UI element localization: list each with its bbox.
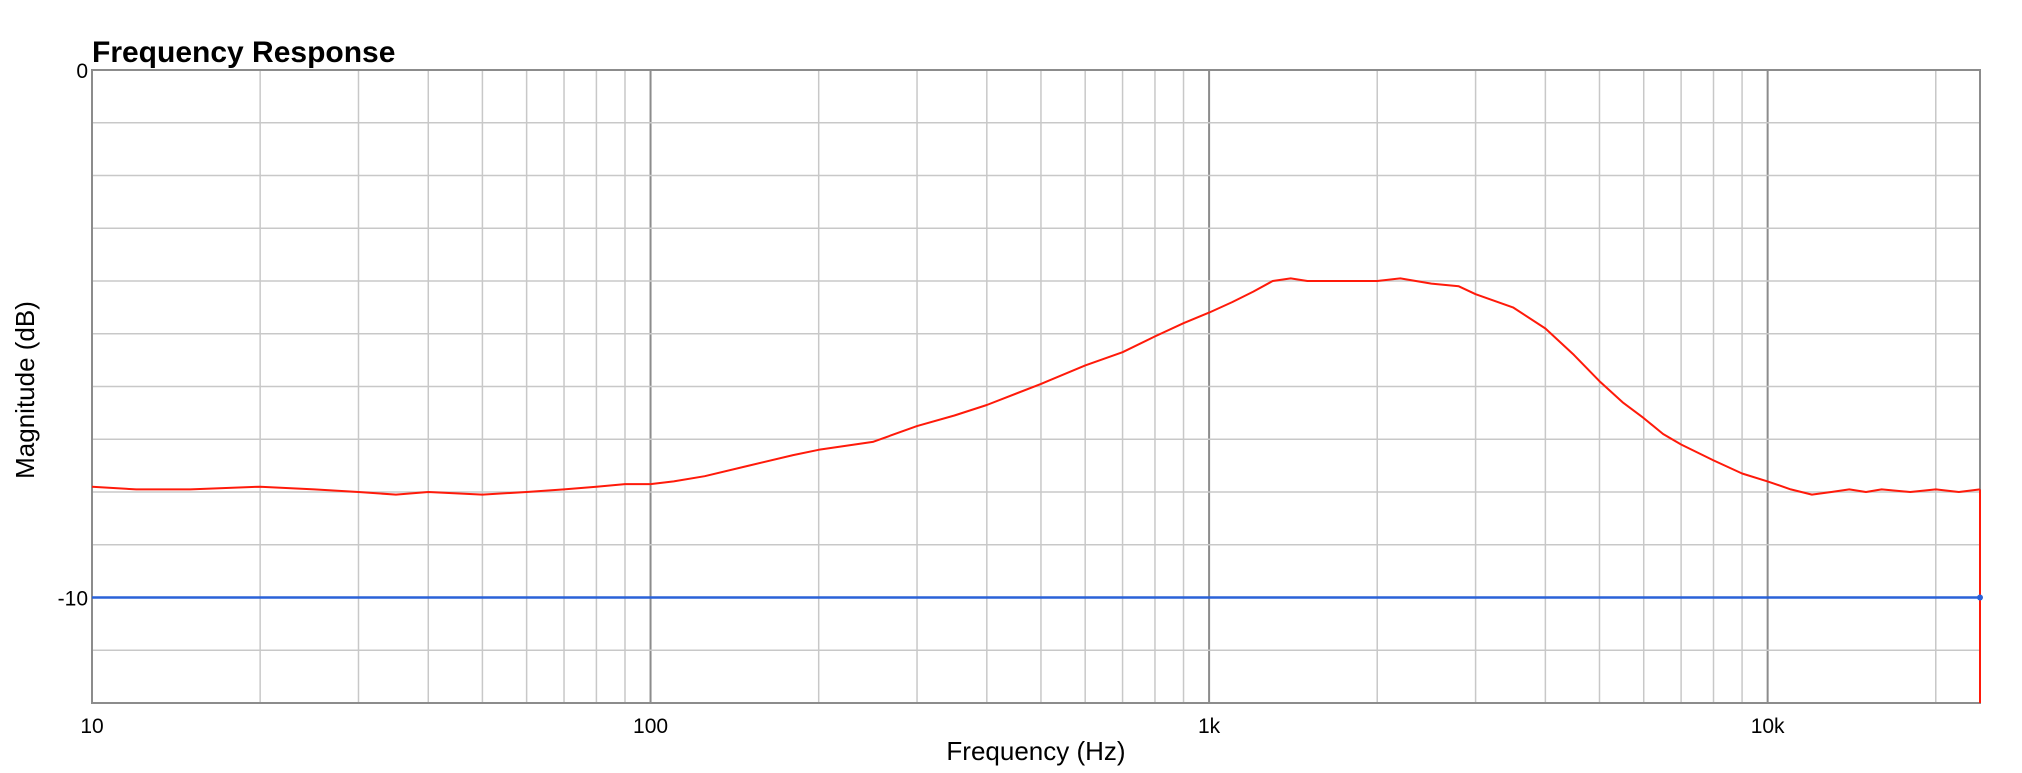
y-tick-label: -10 — [58, 588, 88, 611]
response-series-line — [91, 277, 1981, 496]
x-tick-label: 1k — [1198, 715, 1221, 738]
plot-area-frame — [91, 69, 1981, 704]
x-axis-label: Frequency (Hz) — [946, 736, 1125, 766]
series-layer — [91, 277, 1983, 703]
reference-end-marker — [1977, 594, 1983, 601]
x-tick-label: 100 — [633, 715, 668, 738]
x-tick-label: 10 — [80, 715, 103, 738]
y-tick-label: 0 — [76, 60, 88, 83]
y-axis-label: Magnitude (dB) — [10, 301, 40, 479]
chart-title: Frequency Response — [92, 36, 395, 69]
x-tick-label: 10k — [1751, 715, 1785, 738]
tick-labels: 10 100 1k 10k 0 -10 — [58, 60, 1785, 738]
